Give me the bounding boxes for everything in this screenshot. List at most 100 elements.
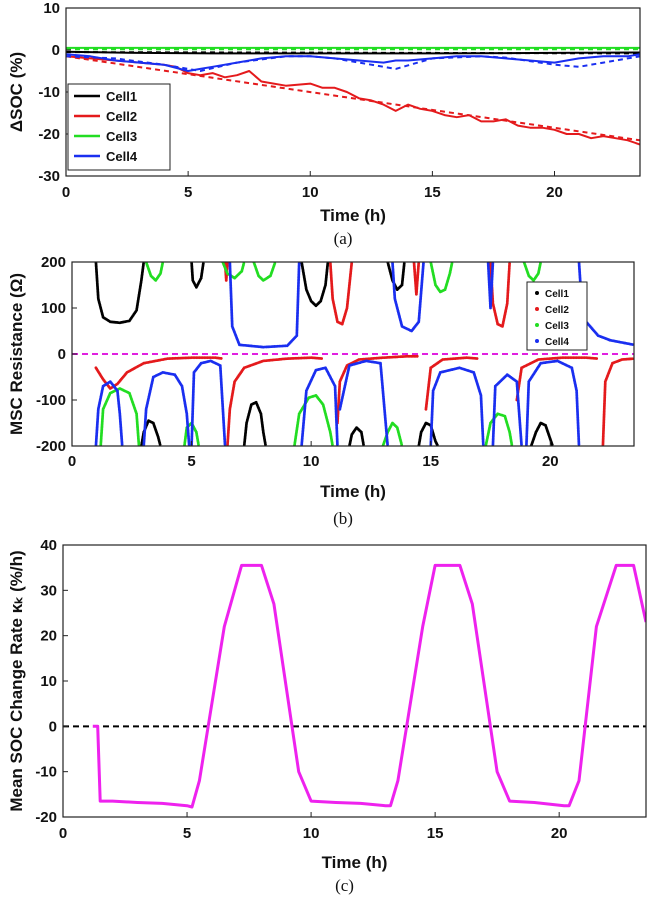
data-point [481, 443, 485, 446]
data-point [142, 262, 145, 265]
x-tick-label: 0 [62, 184, 70, 201]
series-line-cell4 [66, 53, 640, 72]
series-line-cell2-trend [66, 55, 640, 142]
data-point [631, 343, 634, 346]
legend-label: Cell3 [106, 129, 137, 144]
x-tick-label: 0 [59, 825, 67, 842]
data-point [242, 262, 246, 265]
data-point [475, 357, 479, 360]
data-point [595, 357, 599, 360]
plot-frame [62, 544, 647, 818]
chart-c: 0 5 10 15 20 40 30 20 10 0 -10 -20 Time (h) Mean SOC … [7, 537, 647, 895]
legend-label: Cell1 [106, 89, 137, 104]
plot-area [66, 46, 640, 146]
data-point [273, 262, 277, 265]
y-tick-label: -100 [36, 392, 66, 409]
x-tick-label: 20 [551, 825, 568, 842]
chart-a: 0 5 10 15 20 10 0 -10 -20 -30 Time (h) ΔSOC (%) (a) C… [7, 0, 641, 248]
x-tick-label: 10 [303, 825, 320, 842]
figure-caption: (a) [334, 229, 353, 248]
data-point [197, 443, 200, 446]
y-tick-label: -30 [38, 168, 60, 185]
data-point [331, 443, 334, 446]
data-point [137, 443, 141, 446]
data-point [187, 443, 191, 446]
y-tick-label: 100 [41, 300, 66, 317]
data-point [435, 443, 439, 446]
legend: Cell1 Cell2 Cell3 Cell4 [526, 281, 588, 351]
x-tick-label: 15 [427, 825, 444, 842]
plot-area [94, 262, 634, 446]
x-tick-label: 15 [424, 184, 441, 201]
legend-label: Cell2 [106, 109, 137, 124]
legend-label: Cell1 [545, 289, 569, 300]
y-tick-label: 30 [40, 582, 57, 599]
data-point [158, 443, 162, 446]
data-point [219, 357, 223, 360]
x-tick-label: 20 [546, 184, 563, 201]
x-tick-label: 10 [303, 453, 320, 470]
data-point [362, 443, 365, 446]
data-point [520, 443, 523, 446]
data-point [297, 262, 301, 265]
data-point [577, 443, 581, 446]
x-tick-label: 5 [187, 453, 195, 470]
legend-label: Cell3 [545, 321, 569, 332]
data-point [350, 262, 354, 265]
x-tick-label: 20 [542, 453, 559, 470]
y-tick-label: -20 [35, 809, 57, 826]
legend-label: Cell4 [106, 149, 138, 164]
legend-marker [535, 323, 539, 327]
y-tick-label: -20 [38, 126, 60, 143]
plot-area [92, 563, 646, 809]
x-tick-label: 10 [302, 184, 319, 201]
data-point [631, 357, 634, 361]
data-point [539, 262, 542, 265]
y-tick-label: 10 [40, 673, 57, 690]
data-point [386, 443, 389, 446]
legend-marker [535, 307, 539, 311]
y-axis-label: MSC Resistance (Ω) [7, 273, 26, 435]
data-point [422, 262, 425, 265]
x-tick-label: 15 [422, 453, 439, 470]
data-point [417, 262, 421, 265]
data-point [320, 357, 324, 360]
legend-marker [535, 339, 539, 343]
figure-caption: (b) [333, 509, 353, 528]
y-tick-label: 0 [52, 42, 60, 59]
data-point [450, 262, 454, 265]
y-tick-label: -10 [38, 84, 60, 101]
legend: Cell1 Cell2 Cell3 Cell4 [67, 83, 171, 171]
data-point [415, 354, 419, 358]
data-point [201, 262, 205, 265]
data-point [264, 443, 267, 446]
chart-b: 0 5 10 15 20 200 100 0 -100 -200 Time (h) MSC Resis… [7, 254, 635, 528]
legend-label: Cell2 [545, 305, 569, 316]
data-point [491, 262, 495, 265]
data-point [326, 262, 330, 265]
legend-marker [535, 291, 539, 295]
data-point [120, 443, 124, 446]
data-point [161, 262, 164, 265]
y-axis-label: Mean SOC Change Rate κₖ (%/h) [7, 550, 26, 811]
x-tick-label: 5 [183, 825, 191, 842]
data-point [225, 262, 229, 265]
series-cell4 [94, 262, 634, 446]
series-line-mean-soc-change-rate [92, 563, 646, 809]
y-tick-label: 0 [49, 718, 57, 735]
y-tick-label: 0 [58, 346, 66, 363]
series-cell2 [94, 262, 634, 446]
x-axis-label: Time (h) [320, 206, 386, 225]
legend-label: Cell4 [545, 337, 569, 348]
y-tick-label: -10 [35, 764, 57, 781]
y-tick-label: 20 [40, 628, 57, 645]
series-line-cell1-trend [66, 51, 640, 55]
data-point [508, 262, 511, 265]
data-point [223, 443, 227, 446]
y-tick-label: 10 [43, 0, 60, 17]
data-point [550, 443, 554, 446]
figure-caption: (c) [335, 876, 354, 895]
y-tick-label: 40 [40, 537, 57, 554]
data-point [510, 443, 514, 446]
